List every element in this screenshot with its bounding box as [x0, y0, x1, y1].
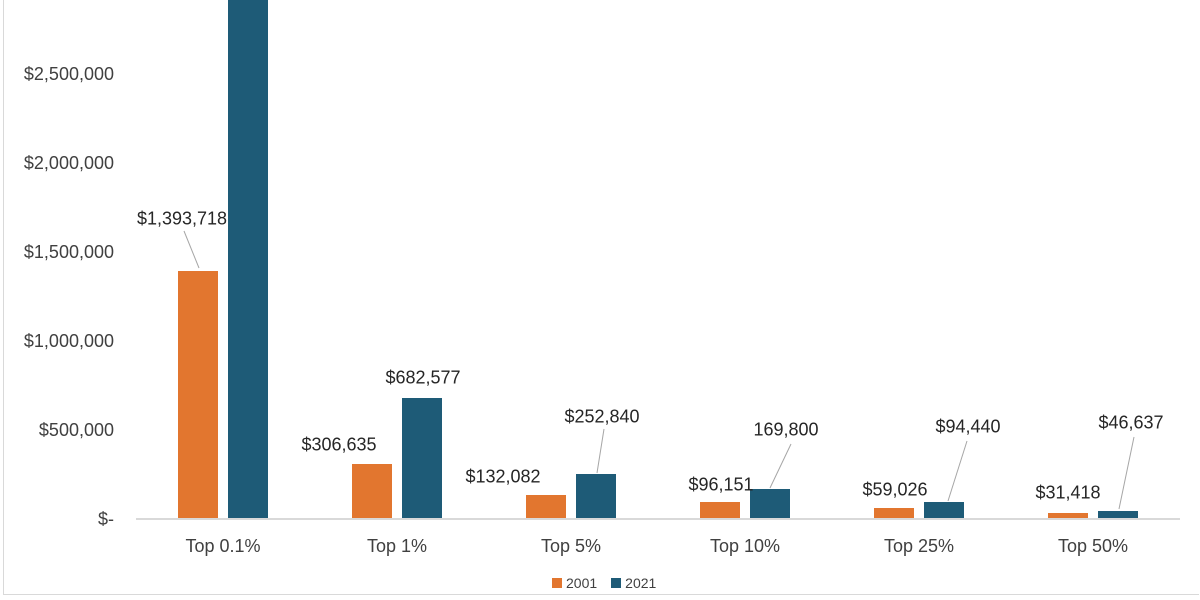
bar-2021-top-1-	[402, 398, 442, 519]
category-label: Top 50%	[1057, 536, 1129, 556]
data-label-2021: $94,440	[935, 416, 1001, 437]
data-label-2001: $31,418	[1035, 482, 1101, 503]
frame-bottom-border	[3, 594, 1199, 595]
legend-item-2021: 2021	[611, 575, 656, 591]
legend-swatch-icon	[552, 578, 562, 588]
data-label-2001: $1,393,718	[136, 208, 228, 229]
bar-2021-top-50-	[1098, 511, 1138, 519]
legend: 2001 2021	[552, 575, 670, 591]
bar-2021-top-25-	[924, 502, 964, 519]
data-label-2021: $682,577	[385, 367, 461, 388]
category-label: Top 1%	[366, 536, 428, 556]
leader-line	[1118, 436, 1135, 510]
bar-2001-top-25-	[874, 508, 914, 519]
leader-line	[769, 443, 792, 489]
y-axis-tick-label: $2,000,000	[23, 153, 114, 173]
y-axis-tick-label: $-	[97, 509, 114, 529]
bar-2001-top-0.1-	[178, 271, 218, 519]
data-label-2001: $306,635	[301, 434, 377, 455]
leader-line	[596, 428, 605, 474]
legend-item-2001: 2001	[552, 575, 597, 591]
data-label-2001: $96,151	[688, 474, 754, 495]
bar-2001-top-10-	[700, 502, 740, 519]
category-label: Top 5%	[540, 536, 602, 556]
y-axis-tick-label: $1,500,000	[23, 242, 114, 262]
bar-2021-top-10-	[750, 489, 790, 519]
legend-swatch-icon	[611, 578, 622, 588]
y-axis-tick-label: $2,500,000	[23, 64, 114, 84]
data-label-2001: $59,026	[862, 479, 928, 500]
leader-line	[947, 440, 968, 502]
y-axis-tick-label: $1,000,000	[23, 331, 114, 351]
category-label: Top 10%	[709, 536, 781, 556]
category-label: Top 0.1%	[185, 536, 261, 556]
bar-2001-top-5-	[526, 495, 566, 519]
category-label: Top 25%	[883, 536, 955, 556]
data-label-2021: $46,637	[1098, 412, 1164, 433]
legend-label: 2021	[625, 575, 657, 591]
data-label-2021: $252,840	[564, 406, 640, 427]
bar-2021-top-0.1-	[228, 0, 268, 519]
x-axis-line	[136, 518, 1180, 520]
data-label-2021: 169,800	[753, 419, 819, 440]
bar-2001-top-50-	[1048, 513, 1088, 519]
y-axis-tick-label: $500,000	[38, 420, 114, 440]
frame-left-border	[3, 0, 4, 595]
leader-line	[183, 230, 200, 269]
legend-label: 2001	[566, 575, 598, 591]
bar-2021-top-5-	[576, 474, 616, 519]
bar-2001-top-1-	[352, 464, 392, 519]
data-label-2001: $132,082	[465, 466, 541, 487]
